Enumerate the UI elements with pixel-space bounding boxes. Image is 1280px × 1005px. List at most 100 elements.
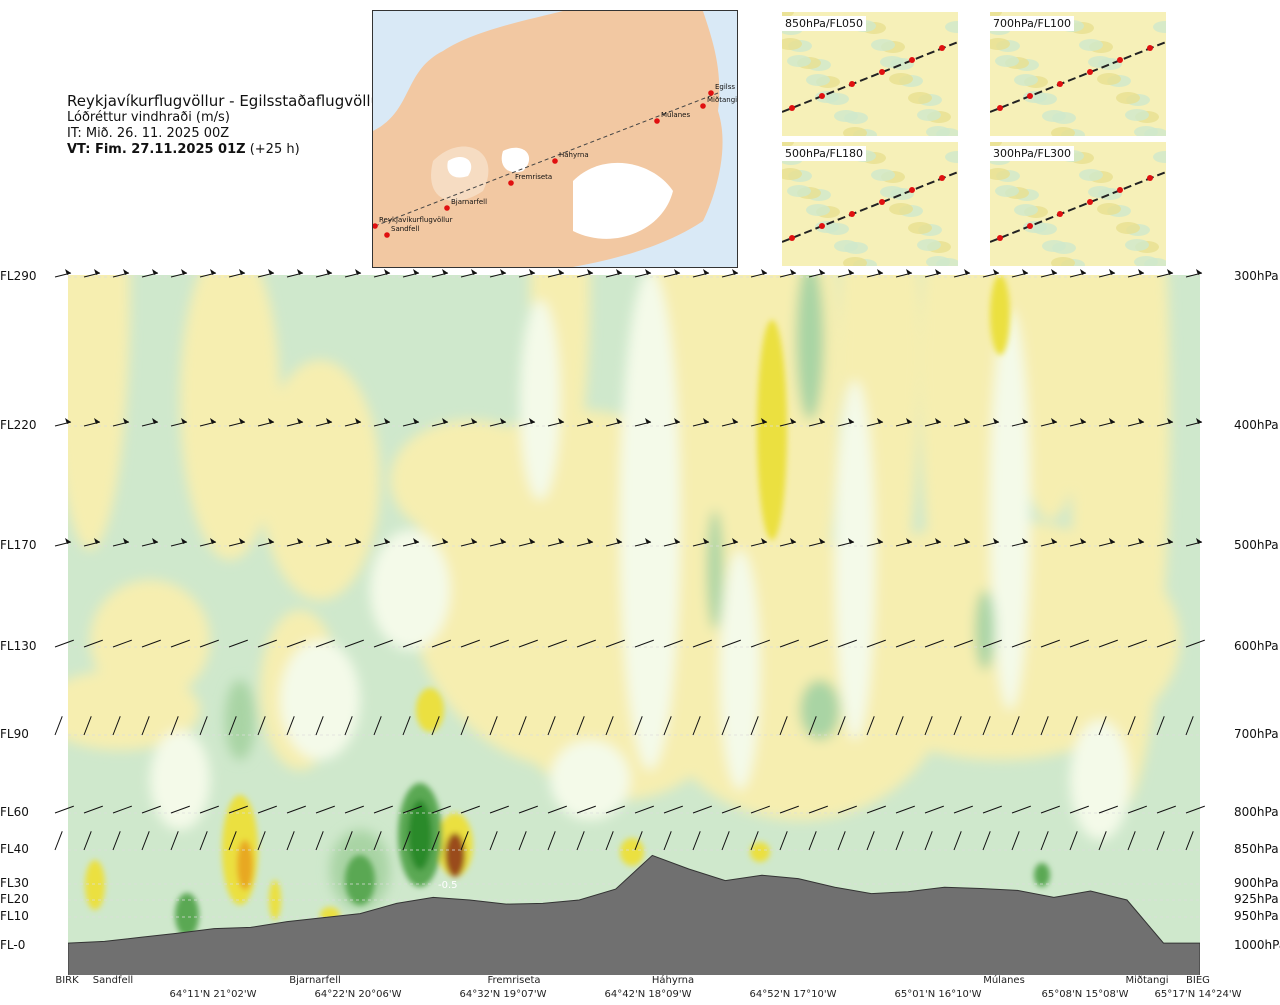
wind-barb	[953, 269, 971, 278]
wind-barb	[170, 639, 190, 648]
wind-barb	[837, 269, 855, 278]
wind-barb	[257, 831, 266, 851]
wind-barbs	[54, 269, 1205, 851]
wind-barb	[431, 716, 440, 736]
map-marker	[552, 158, 558, 164]
wind-barb	[547, 269, 565, 278]
wind-barb	[1156, 831, 1165, 851]
wind-barb	[112, 831, 121, 851]
wind-barb	[315, 269, 333, 278]
wind-barb	[837, 805, 857, 814]
wind-barb	[663, 639, 683, 648]
wind-barb	[344, 418, 362, 427]
flight-level-label: FL60	[0, 805, 29, 819]
wind-barb	[924, 805, 944, 814]
wind-barb	[373, 716, 382, 736]
wind-barb	[402, 805, 422, 814]
route-map[interactable]: Reykjavíkurflugvöllur Sandfell Bjarnarfell…	[372, 10, 738, 268]
valid-offset: (+25 h)	[249, 142, 300, 157]
coordinate-label: 64°52'N 17°10'W	[749, 989, 837, 1000]
wind-barb	[315, 639, 335, 648]
wind-barb	[982, 418, 1000, 427]
map-marker	[373, 223, 378, 229]
wind-barb	[83, 269, 101, 278]
wind-barb	[866, 805, 886, 814]
wind-barb	[344, 831, 353, 851]
wind-barb	[1069, 716, 1078, 736]
map-marker	[654, 118, 660, 124]
wind-barb	[228, 639, 248, 648]
wind-barb	[924, 418, 942, 427]
wind-barb	[170, 831, 179, 851]
wind-barb	[895, 269, 913, 278]
wind-barb	[1069, 538, 1087, 547]
wind-barb	[257, 639, 277, 648]
wind-barb	[1156, 538, 1174, 547]
wind-barb	[1098, 831, 1107, 851]
wind-barb	[1040, 831, 1049, 851]
wind-barb	[1156, 716, 1165, 736]
wind-barb	[518, 269, 536, 278]
wind-barb	[779, 716, 788, 736]
wind-barb	[199, 831, 208, 851]
wind-barb	[1011, 639, 1031, 648]
wind-barb	[750, 269, 768, 278]
pressure-level-label: 1000hPa	[1234, 938, 1280, 952]
wind-barb	[83, 716, 92, 736]
wind-barb	[1156, 418, 1174, 427]
wind-barb	[1011, 538, 1029, 547]
flight-level-label: FL-0	[0, 938, 26, 952]
wind-barb	[373, 418, 391, 427]
flight-level-label: FL30	[0, 876, 29, 890]
wind-barb	[1011, 418, 1029, 427]
thumbnail-700[interactable]: 700hPa/FL100	[990, 12, 1166, 136]
wind-barb	[866, 716, 875, 736]
wind-barb	[402, 639, 422, 648]
wind-barb	[344, 716, 353, 736]
wind-barb	[779, 805, 799, 814]
terrain-profile	[68, 854, 1200, 975]
wind-barb	[866, 831, 875, 851]
wind-barb	[199, 418, 217, 427]
flight-level-label: FL10	[0, 909, 29, 923]
wind-barb	[634, 538, 652, 547]
wind-barb	[576, 831, 585, 851]
wind-barb	[170, 418, 188, 427]
wind-barb	[1011, 269, 1029, 278]
wind-barb	[1127, 269, 1145, 278]
wind-barb	[286, 716, 295, 736]
wind-barb	[576, 639, 596, 648]
map-marker	[708, 90, 714, 96]
wind-barb	[837, 639, 857, 648]
wind-barb	[489, 831, 498, 851]
wind-barb	[1069, 805, 1089, 814]
wind-barb	[141, 538, 159, 547]
wind-barb	[1040, 418, 1058, 427]
thumbnail-500[interactable]: 500hPa/FL180	[782, 142, 958, 266]
wind-barb	[982, 639, 1002, 648]
thumbnail-300[interactable]: 300hPa/FL300	[990, 142, 1166, 266]
wind-barb	[112, 639, 132, 648]
wind-barb	[953, 716, 962, 736]
wind-barb	[489, 639, 509, 648]
wind-barb	[895, 716, 904, 736]
map-marker-label: Háhyrna	[559, 151, 589, 159]
wind-barb	[547, 639, 567, 648]
wind-barb	[924, 269, 942, 278]
wind-barb	[1069, 831, 1078, 851]
wind-barb	[1098, 639, 1118, 648]
pressure-level-label: 900hPa	[1234, 876, 1279, 890]
coordinate-label: 65°17'N 14°24'W	[1154, 989, 1242, 1000]
wind-barb	[547, 831, 556, 851]
wind-barb	[315, 418, 333, 427]
wind-barb	[1185, 831, 1194, 851]
wind-barb	[1185, 805, 1205, 814]
thumbnail-850[interactable]: 850hPa/FL050	[782, 12, 958, 136]
wind-barb	[228, 269, 246, 278]
wind-barb	[692, 418, 710, 427]
wind-barb	[895, 805, 915, 814]
wind-barb	[402, 269, 420, 278]
wind-barb	[1040, 805, 1060, 814]
wind-barb	[228, 538, 246, 547]
